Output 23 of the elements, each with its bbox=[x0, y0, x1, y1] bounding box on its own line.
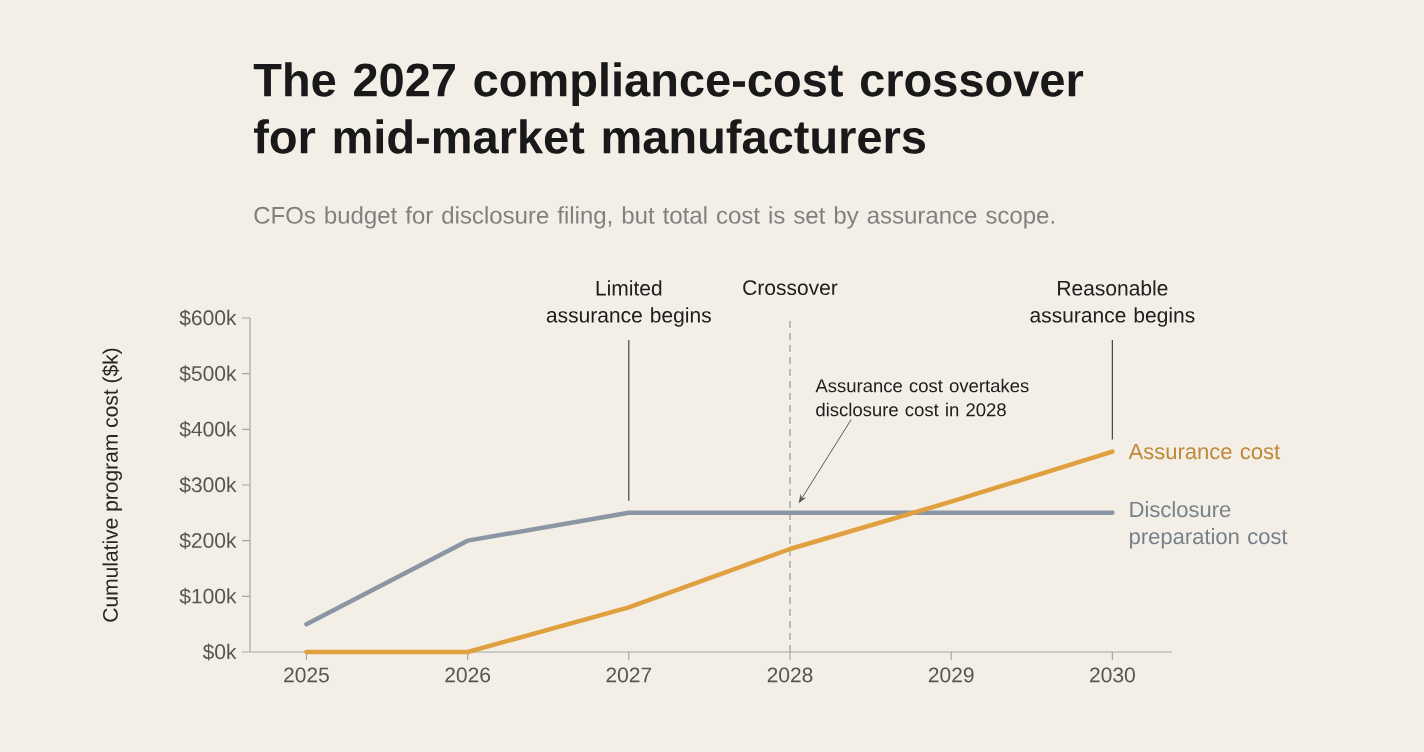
x-tick-label: 2025 bbox=[284, 667, 329, 683]
x-tick-label: 2029 bbox=[928, 667, 974, 683]
series-label: Assurance cost bbox=[1128, 443, 1281, 460]
y-tick-label: $500k bbox=[179, 365, 237, 383]
y-axis-title: Cumulative program cost ($k) bbox=[102, 348, 123, 622]
annotation: Assurance cost overtakes disclosure cost in 2028 bbox=[815, 378, 1029, 417]
ref-line-label: Reasonable assurance begins bbox=[1030, 280, 1195, 327]
y-tick-label: $100k bbox=[179, 587, 237, 605]
line-series bbox=[304, 449, 1115, 655]
x-tick-label: 2030 bbox=[1090, 667, 1135, 683]
y-tick-label: $300k bbox=[179, 476, 237, 494]
ref-line-label: Limited assurance begins bbox=[546, 280, 711, 327]
ref-line-label: Crossover bbox=[743, 280, 838, 296]
y-tick-label: $0k bbox=[202, 643, 237, 661]
x-tick-label: 2028 bbox=[767, 667, 813, 683]
y-tick-label: $400k bbox=[179, 420, 237, 438]
x-tick-label: 2027 bbox=[606, 667, 652, 683]
y-tick-label: $600k bbox=[179, 309, 237, 327]
series-label: Disclosure preparation cost bbox=[1129, 501, 1288, 549]
x-tick-label: 2026 bbox=[445, 667, 491, 683]
chart-title: The 2027 compliance-cost crossover for mid-market manufacturers bbox=[253, 62, 1084, 154]
y-tick-label: $200k bbox=[179, 532, 237, 550]
chart-subtitle: CFOs budget for disclosure filing, but total cost is set by assurance scope. bbox=[254, 206, 1054, 229]
